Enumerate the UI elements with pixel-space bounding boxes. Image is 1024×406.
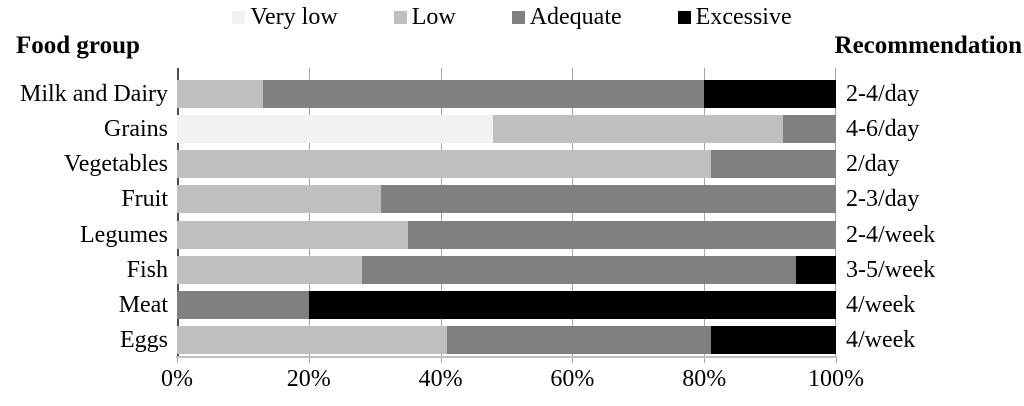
bar-row <box>177 147 836 182</box>
stacked-bar-vegetables <box>177 150 836 179</box>
category-label-milk-and-dairy: Milk and Dairy <box>20 80 168 107</box>
x-axis-tick <box>836 358 837 363</box>
recommendation-labels-column: 2-4/day 4-6/day 2/day 2-3/day 2-4/week 3-5/we… <box>846 76 1024 358</box>
recommendation-label: 2-4/week <box>846 221 936 248</box>
x-axis-line <box>176 356 837 358</box>
category-label-legumes: Legumes <box>80 221 168 248</box>
bar-segment-low <box>177 79 263 108</box>
category-label-meat: Meat <box>118 292 168 319</box>
bar-row <box>177 76 836 111</box>
x-axis-tick-label: 100% <box>808 366 864 392</box>
recommendation-label: 2-4/day <box>846 80 920 107</box>
bar-segment-adequate <box>177 291 309 320</box>
bar-segment-adequate <box>407 220 836 249</box>
plot-area <box>177 68 836 358</box>
recommendation-label: 4/week <box>846 327 916 354</box>
bar-segment-excessive <box>796 255 836 284</box>
bar-segment-low <box>177 185 382 214</box>
chart-legend: Very low Low Adequate Excessive <box>0 5 1024 29</box>
legend-label: Excessive <box>695 4 792 30</box>
x-axis-tick <box>440 358 442 363</box>
stacked-bar-meat <box>177 291 836 320</box>
legend-swatch-very-low-icon <box>232 10 246 24</box>
stacked-bar-eggs <box>177 326 836 355</box>
x-axis-tick <box>704 358 706 363</box>
legend-item-low: Low <box>393 4 456 30</box>
x-axis-tick-label: 0% <box>161 366 193 392</box>
recommendation-label: 4-6/day <box>846 115 920 142</box>
stacked-bar-fruit <box>177 185 836 214</box>
legend-swatch-excessive-icon <box>677 10 691 24</box>
recommendation-label: 4/week <box>846 292 916 319</box>
x-axis-tick-label: 60% <box>550 366 595 392</box>
bar-row <box>177 252 836 287</box>
recommendation-label: 2-3/day <box>846 186 920 213</box>
recommendation-label: 2/day <box>846 151 900 178</box>
legend-label: Low <box>411 4 456 30</box>
category-label-fruit: Fruit <box>121 186 168 213</box>
bar-segment-low <box>177 150 711 179</box>
recommendation-column-title: Recommendation <box>834 32 1022 59</box>
bar-segment-adequate <box>783 114 836 143</box>
bar-segment-adequate <box>447 326 711 355</box>
legend-item-adequate: Adequate <box>511 4 622 30</box>
bar-segment-low <box>493 114 784 143</box>
bar-segment-adequate <box>710 150 836 179</box>
category-label-eggs: Eggs <box>120 327 168 354</box>
recommendation-label: 3-5/week <box>846 256 936 283</box>
stacked-bar-grains <box>177 114 836 143</box>
bars-container <box>177 76 836 358</box>
bar-segment-excessive <box>704 79 836 108</box>
legend-item-excessive: Excessive <box>677 4 792 30</box>
x-axis-tick-label: 80% <box>682 366 727 392</box>
stacked-bar-legumes <box>177 220 836 249</box>
bar-segment-adequate <box>361 255 797 284</box>
category-label-vegetables: Vegetables <box>64 151 168 178</box>
bar-segment-low <box>177 255 362 284</box>
bar-row <box>177 182 836 217</box>
bar-row <box>177 111 836 146</box>
x-axis-tick <box>177 358 178 363</box>
stacked-bar-milk-and-dairy <box>177 79 836 108</box>
x-axis-tick-label: 40% <box>418 366 463 392</box>
bar-row <box>177 288 836 323</box>
bar-segment-very-low <box>177 114 494 143</box>
x-axis-tick <box>572 358 574 363</box>
bar-segment-low <box>177 326 448 355</box>
x-axis-tick <box>308 358 310 363</box>
legend-label: Adequate <box>529 4 622 30</box>
bar-segment-excessive <box>710 326 836 355</box>
legend-swatch-low-icon <box>393 10 407 24</box>
bar-segment-adequate <box>381 185 836 214</box>
category-label-grains: Grains <box>104 115 168 142</box>
legend-item-very-low: Very low <box>232 4 338 30</box>
bar-row <box>177 217 836 252</box>
bar-segment-adequate <box>262 79 705 108</box>
category-label-fish: Fish <box>126 256 168 283</box>
bar-segment-excessive <box>308 291 836 320</box>
bar-segment-low <box>177 220 408 249</box>
legend-swatch-adequate-icon <box>511 10 525 24</box>
legend-label: Very low <box>250 4 338 30</box>
category-labels-column: Milk and Dairy Grains Vegetables Fruit Legum… <box>0 76 168 358</box>
food-group-column-title: Food group <box>16 32 140 59</box>
x-axis-tick-label: 20% <box>286 366 331 392</box>
stacked-bar-fish <box>177 255 836 284</box>
bar-row <box>177 323 836 358</box>
